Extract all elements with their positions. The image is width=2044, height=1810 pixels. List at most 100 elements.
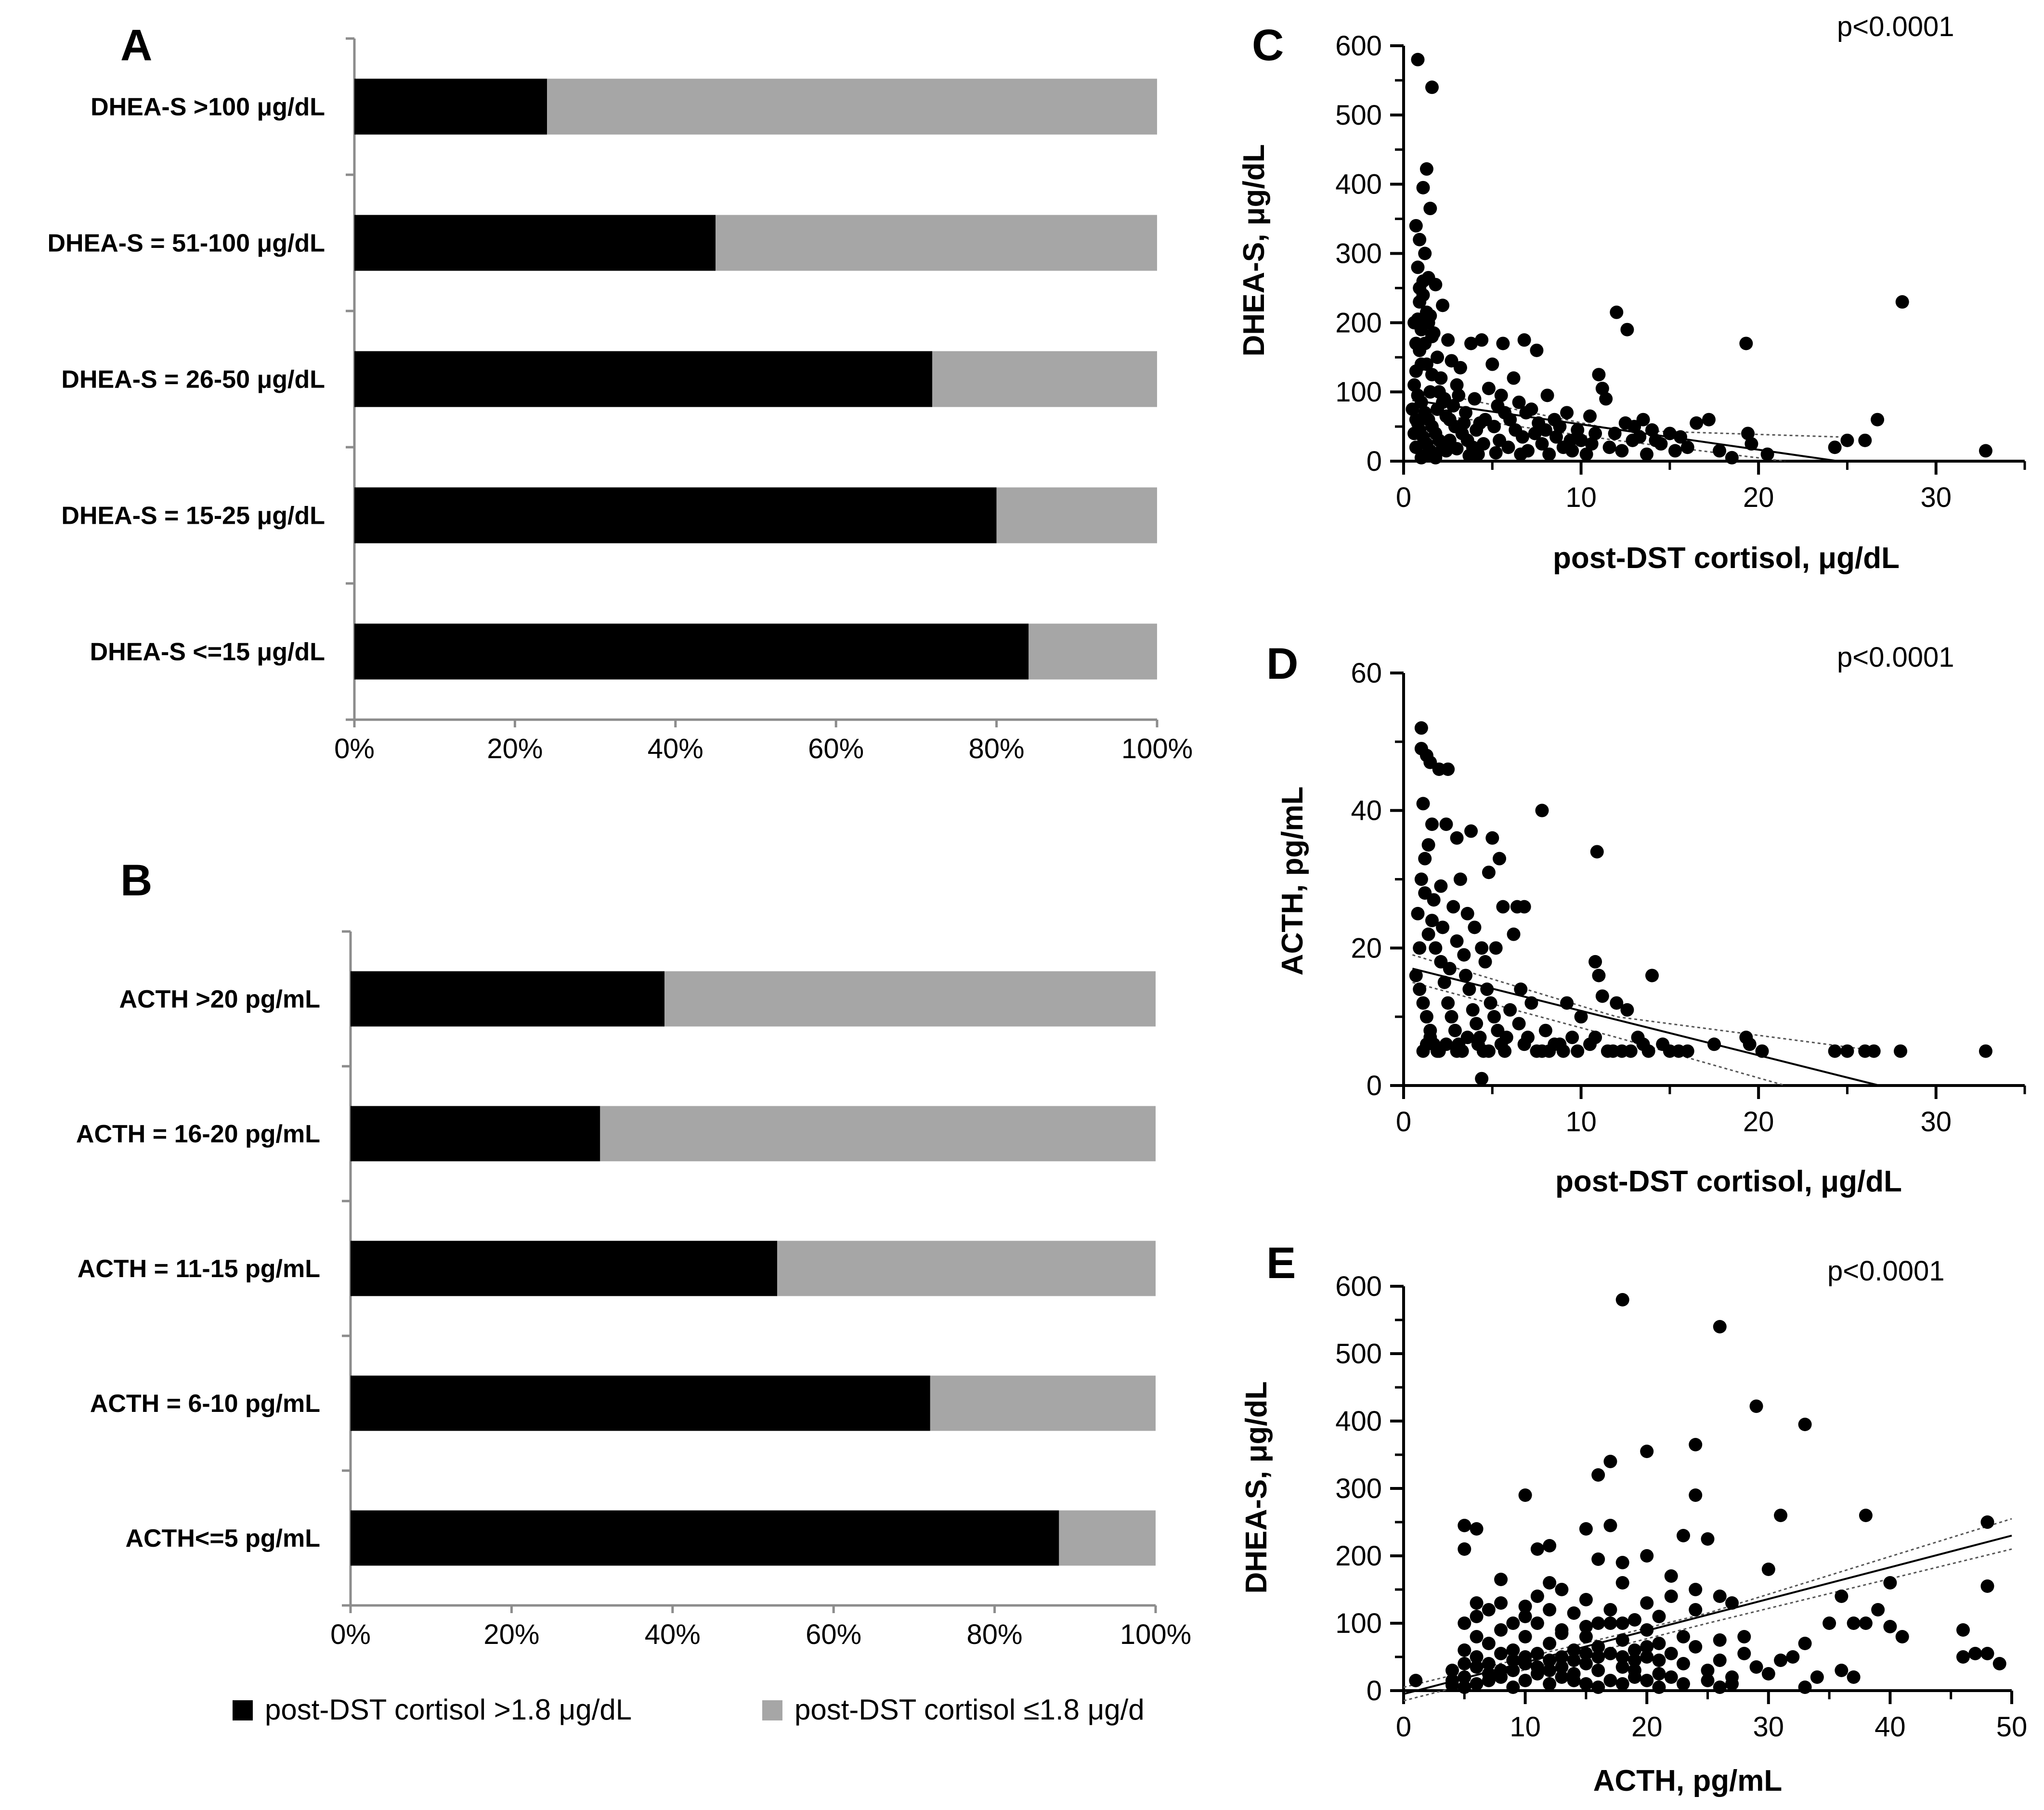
x-tick-label: 80%	[967, 1619, 1023, 1650]
data-point	[1441, 333, 1455, 347]
data-point	[1615, 444, 1629, 458]
data-point	[1416, 274, 1430, 288]
data-point	[1518, 1600, 1532, 1613]
x-axis-title: ACTH, pg/mL	[1593, 1764, 1783, 1797]
data-point	[1591, 1468, 1605, 1482]
data-point	[1810, 1670, 1824, 1684]
data-point	[1517, 1037, 1531, 1051]
data-point	[1979, 1044, 1992, 1058]
data-point	[1409, 336, 1423, 350]
data-point	[1627, 1613, 1641, 1627]
data-point	[1416, 797, 1430, 811]
data-point	[1411, 52, 1425, 66]
data-point	[1664, 1670, 1678, 1684]
data-point	[1437, 975, 1451, 989]
data-point	[1701, 1674, 1715, 1687]
data-point	[1506, 1681, 1520, 1694]
data-point	[1615, 1293, 1629, 1306]
data-point	[1599, 392, 1613, 406]
data-point	[1583, 409, 1597, 423]
data-point	[1439, 444, 1453, 458]
data-point	[1615, 1576, 1629, 1590]
data-point	[1485, 357, 1499, 371]
data-point	[1406, 402, 1419, 416]
data-point	[1652, 1654, 1666, 1667]
data-point	[1458, 1670, 1471, 1684]
data-point	[1603, 1616, 1617, 1630]
data-point	[1620, 323, 1634, 336]
data-point	[1895, 1630, 1909, 1643]
bar-segment	[777, 1241, 1156, 1296]
data-point	[1664, 1569, 1678, 1583]
data-point	[1774, 1654, 1788, 1667]
data-point	[1652, 1681, 1666, 1694]
data-point	[1645, 969, 1659, 983]
confidence-band-upper	[1403, 1518, 2012, 1688]
data-point	[1603, 1455, 1617, 1468]
category-label: ACTH<=5 pg/mL	[126, 1525, 321, 1552]
x-tick-label: 100%	[1120, 1619, 1191, 1650]
y-tick-label: 400	[1335, 1406, 1382, 1437]
data-point	[1867, 1044, 1881, 1058]
bar-segment	[354, 351, 933, 407]
y-tick-label: 100	[1335, 1608, 1382, 1639]
data-point	[1690, 416, 1704, 430]
bar-segment	[354, 623, 1029, 680]
data-point	[1774, 1509, 1788, 1522]
data-point	[1498, 1044, 1512, 1058]
data-point	[1590, 845, 1604, 859]
data-point	[1470, 1017, 1484, 1031]
data-point	[1489, 941, 1503, 955]
data-point	[1407, 316, 1421, 330]
data-point	[1761, 1563, 1775, 1576]
data-point	[1506, 1643, 1520, 1657]
data-point	[1512, 1017, 1526, 1031]
category-label: DHEA-S <=15 μg/dL	[90, 638, 325, 666]
data-point	[1689, 1438, 1703, 1451]
data-point	[1452, 388, 1466, 402]
category-label: DHEA-S = 15-25 μg/dL	[61, 502, 325, 530]
data-point	[1749, 1660, 1763, 1674]
data-point	[1618, 416, 1632, 430]
data-point	[1407, 378, 1421, 392]
data-point	[1429, 278, 1443, 292]
data-point	[1640, 1650, 1654, 1664]
data-point	[1470, 1630, 1484, 1643]
confidence-band-upper	[1412, 954, 1879, 1052]
data-point	[1591, 1552, 1605, 1566]
data-point	[1413, 941, 1427, 955]
data-point	[1419, 162, 1433, 176]
data-point	[1489, 446, 1503, 460]
data-point	[1478, 955, 1492, 969]
data-point	[1627, 1643, 1641, 1657]
data-point	[1567, 1654, 1581, 1667]
p-value-annotation: p<0.0001	[1837, 642, 1954, 673]
data-point	[1620, 1003, 1634, 1017]
data-point	[1485, 831, 1499, 845]
bar-segment	[351, 971, 665, 1027]
data-point	[1475, 333, 1489, 347]
data-point	[1543, 1664, 1557, 1677]
data-point	[1737, 1647, 1751, 1660]
x-tick-label: 40%	[648, 733, 703, 764]
bar-segment	[1059, 1510, 1156, 1566]
data-point	[1676, 1657, 1690, 1670]
data-point	[1418, 852, 1432, 866]
data-point	[1828, 440, 1842, 454]
data-point	[1592, 368, 1606, 382]
data-point	[1555, 1627, 1569, 1640]
data-point	[1713, 1320, 1727, 1333]
data-point	[1413, 295, 1427, 309]
data-point	[1458, 1616, 1471, 1630]
panel-letter: B	[120, 856, 152, 905]
data-point	[1411, 260, 1425, 274]
data-point	[1518, 1488, 1532, 1502]
data-point	[1491, 399, 1505, 413]
panel-letter: D	[1266, 639, 1298, 688]
data-point	[1883, 1576, 1897, 1590]
data-point	[1517, 333, 1531, 347]
data-point	[1450, 442, 1464, 456]
